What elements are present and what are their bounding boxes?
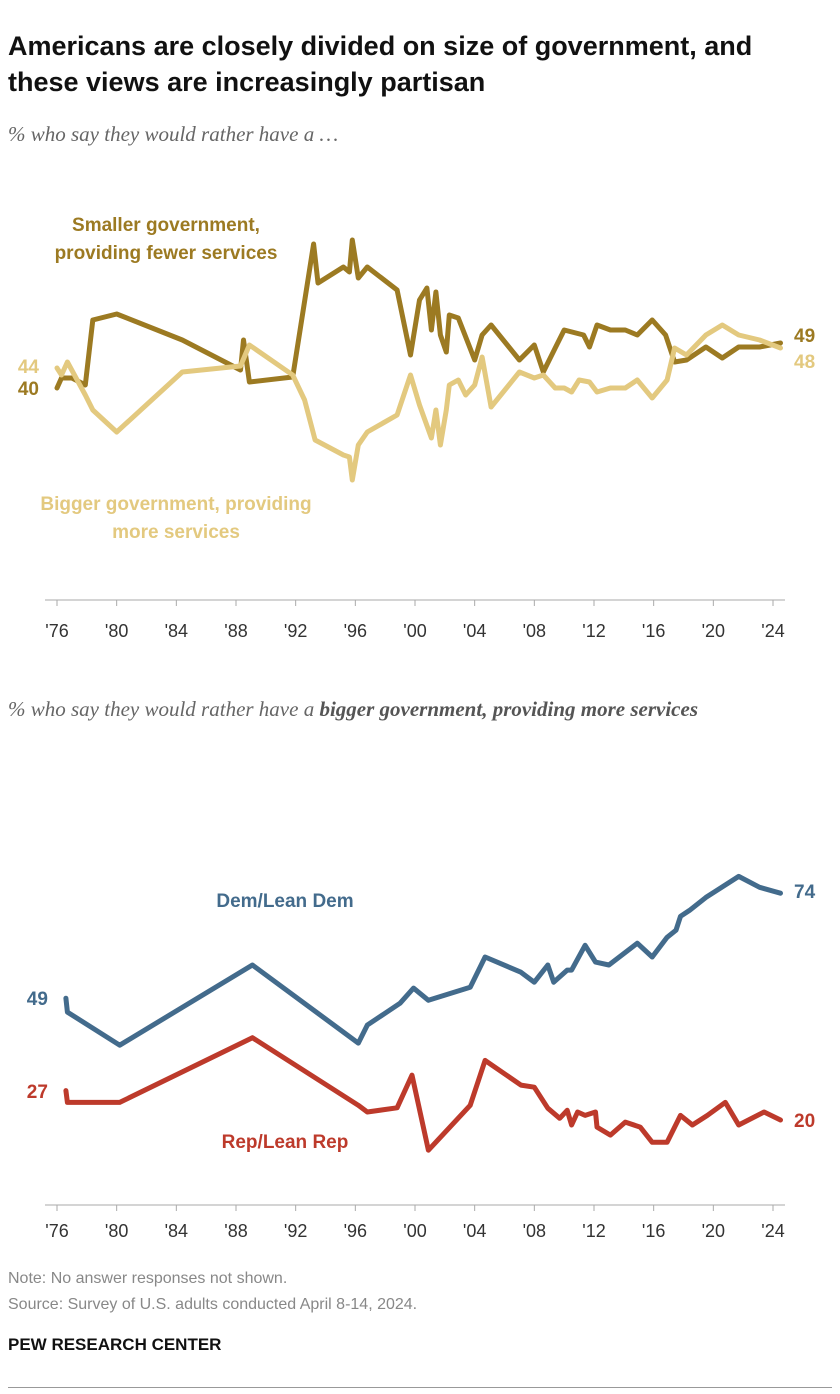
source: Source: Survey of U.S. adults conducted …	[8, 1296, 418, 1313]
x-tick-label: '80	[105, 621, 128, 641]
x-tick-label: '80	[105, 1221, 128, 1241]
x-tick-label: '08	[523, 1221, 546, 1241]
end-label: 49	[794, 326, 815, 347]
end-label: 74	[794, 882, 816, 903]
x-tick-label: '92	[284, 621, 307, 641]
end-label: 44	[18, 357, 40, 378]
title: Americans are closely divided on size of…	[8, 31, 753, 97]
end-label: 40	[18, 379, 39, 400]
end-label: 20	[794, 1111, 815, 1132]
x-tick-label: '00	[403, 621, 426, 641]
x-tick-label: '88	[224, 621, 247, 641]
x-tick-label: '16	[642, 621, 665, 641]
x-tick-label: '96	[344, 1221, 367, 1241]
line	[54, 322, 783, 483]
x-tick-label: '12	[582, 621, 605, 641]
subtitle-2: % who say they would rather have a bigge…	[8, 693, 808, 725]
x-tick-label: '12	[582, 1221, 605, 1241]
series-label: Dem/Lean Dem	[216, 891, 354, 912]
end-label: 27	[27, 1082, 48, 1103]
x-tick-label: '76	[45, 1221, 68, 1241]
series-label: Bigger government, providing more servic…	[40, 494, 312, 543]
x-tick-label: '84	[165, 1221, 188, 1241]
x-tick-label: '84	[165, 621, 188, 641]
footer: PEW RESEARCH CENTER	[8, 1335, 222, 1354]
rule	[8, 1387, 832, 1388]
x-tick-label: '96	[344, 621, 367, 641]
x-tick-label: '24	[761, 621, 784, 641]
x-tick-label: '04	[463, 1221, 486, 1241]
line	[63, 1035, 783, 1153]
x-tick-label: '00	[403, 1221, 426, 1241]
subtitle: % who say they would rather have a …	[8, 122, 339, 146]
x-tick-label: '88	[224, 1221, 247, 1241]
series-label: Rep/Lean Rep	[221, 1132, 349, 1153]
x-tick-label: '24	[761, 1221, 784, 1241]
line	[63, 873, 783, 1048]
x-tick-label: '08	[523, 621, 546, 641]
x-tick-label: '92	[284, 1221, 307, 1241]
series-label: Smaller government, providing fewer serv…	[54, 215, 278, 264]
subtitle-text: % who say they would rather have a	[8, 697, 315, 721]
note: Note: No answer responses not shown.	[8, 1270, 288, 1287]
x-tick-label: '20	[702, 621, 725, 641]
x-tick-label: '04	[463, 621, 486, 641]
x-tick-label: '16	[642, 1221, 665, 1241]
x-tick-label: '20	[702, 1221, 725, 1241]
x-tick-label: '76	[45, 621, 68, 641]
subtitle-bold: bigger government, providing more servic…	[319, 697, 698, 721]
end-label: 48	[794, 352, 815, 373]
end-label: 49	[27, 989, 48, 1010]
